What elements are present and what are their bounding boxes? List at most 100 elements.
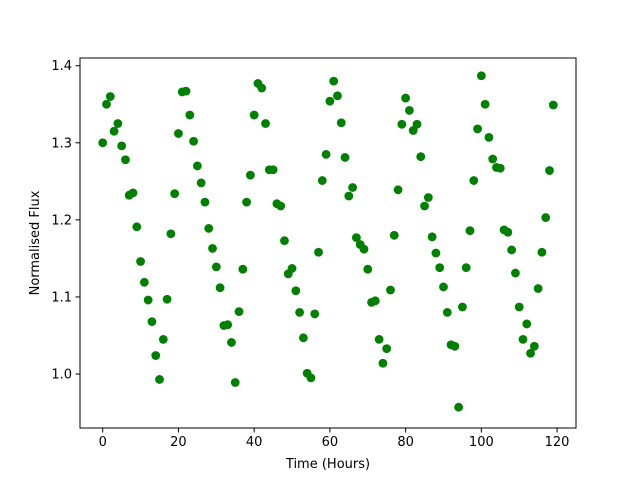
y-tick-label: 1.0: [51, 368, 72, 383]
data-point: [215, 283, 225, 293]
data-point: [257, 83, 267, 93]
data-point: [196, 178, 206, 188]
data-point: [230, 378, 240, 387]
data-point: [439, 282, 448, 292]
data-point: [476, 71, 486, 81]
data-point: [344, 191, 354, 201]
data-point: [132, 222, 142, 232]
data-point: [204, 223, 214, 233]
y-axis: 1.0 1.1 1.2 1.3 1.4: [51, 59, 80, 383]
data-point: [242, 197, 252, 207]
data-point: [155, 375, 164, 384]
data-point: [121, 155, 130, 165]
x-tick-label: 120: [545, 435, 570, 450]
data-point: [340, 153, 350, 162]
data-point: [469, 176, 479, 185]
data-point: [245, 170, 255, 180]
data-point: [249, 110, 259, 120]
data-point: [234, 307, 244, 316]
data-point: [405, 106, 414, 115]
y-axis-label: Normalised Flux: [28, 190, 43, 295]
data-point: [117, 141, 127, 151]
data-point: [514, 302, 524, 312]
data-point: [102, 99, 111, 109]
data-point: [370, 296, 380, 306]
data-point: [158, 334, 168, 344]
x-tick-label: 60: [322, 435, 339, 450]
data-point: [488, 154, 498, 164]
y-tick-label: 1.1: [51, 290, 72, 305]
data-point: [442, 307, 452, 317]
data-point: [473, 124, 482, 134]
x-axis-label: Time (Hours): [285, 457, 370, 472]
data-point: [143, 295, 153, 305]
data-point: [352, 233, 361, 243]
data-point: [423, 193, 433, 202]
data-point: [139, 277, 149, 287]
data-point: [166, 229, 176, 239]
data-point: [306, 373, 316, 383]
data-point: [314, 247, 323, 257]
x-tick-label: 80: [397, 435, 414, 450]
data-point: [298, 333, 308, 343]
data-point: [162, 294, 172, 304]
data-point: [317, 176, 327, 185]
data-point: [461, 263, 471, 273]
data-point: [147, 317, 157, 327]
data-point: [261, 119, 270, 128]
data-point: [105, 92, 115, 101]
data-point: [431, 248, 441, 258]
data-point: [151, 351, 161, 360]
data-point: [393, 185, 403, 195]
data-point: [268, 165, 278, 175]
data-point: [529, 341, 539, 351]
data-point: [291, 286, 301, 296]
data-point: [480, 99, 490, 109]
data-point: [295, 307, 304, 317]
data-points: [98, 71, 558, 412]
data-point: [287, 264, 297, 273]
data-point: [545, 166, 554, 175]
data-point: [420, 201, 429, 211]
data-point: [435, 263, 445, 273]
data-point: [170, 189, 180, 199]
data-point: [533, 284, 543, 293]
data-point: [427, 232, 437, 242]
data-point: [518, 334, 528, 344]
data-point: [280, 236, 289, 246]
data-point: [113, 119, 123, 128]
data-point: [310, 309, 320, 319]
data-point: [336, 118, 346, 128]
data-point: [181, 86, 191, 96]
data-point: [386, 285, 395, 295]
data-point: [378, 358, 388, 368]
data-point: [359, 244, 369, 254]
data-point: [416, 152, 426, 162]
data-point: [454, 402, 464, 412]
data-point: [397, 119, 407, 129]
data-point: [223, 320, 233, 330]
data-point: [511, 268, 520, 278]
data-point: [412, 119, 422, 129]
data-point: [227, 338, 236, 347]
data-point: [109, 126, 119, 136]
data-point: [548, 100, 558, 110]
data-point: [526, 348, 535, 358]
y-tick-label: 1.3: [51, 136, 72, 151]
data-point: [276, 201, 286, 211]
data-point: [325, 96, 335, 106]
data-point: [450, 341, 460, 351]
data-point: [192, 161, 202, 171]
data-point: [495, 163, 505, 173]
y-tick-label: 1.4: [51, 59, 72, 74]
x-axis: 0 20 40 60 80 100 120: [99, 428, 570, 450]
x-tick-label: 40: [246, 435, 263, 450]
data-point: [208, 244, 217, 253]
data-point: [211, 262, 221, 272]
data-point: [238, 264, 248, 274]
data-point: [136, 257, 145, 266]
data-point: [321, 149, 331, 159]
data-point: [174, 129, 183, 138]
data-point: [128, 188, 138, 198]
data-point: [374, 334, 384, 344]
